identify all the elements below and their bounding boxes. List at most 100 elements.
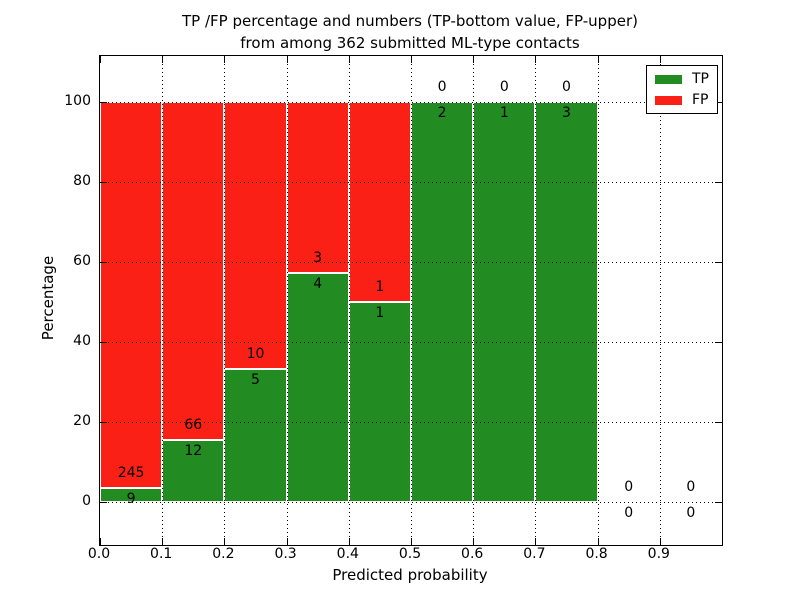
fp-count-label: 0 (499, 79, 509, 95)
y-tick-label: 20 (73, 413, 91, 429)
y-tick-mark (100, 102, 107, 103)
x-tick-label: 0.2 (212, 546, 235, 562)
fp-count-label: 0 (624, 479, 634, 495)
fp-count-label: 66 (184, 417, 203, 434)
x-tick-label: 0.0 (87, 546, 111, 562)
legend: TP FP (646, 65, 718, 114)
y-tick-mark (100, 422, 107, 423)
gridline-vertical (348, 56, 350, 545)
x-tick-label: 0.8 (585, 546, 608, 562)
tp-bar-segment (224, 368, 287, 502)
x-tick-mark-top (224, 56, 226, 63)
x-tick-mark-top (286, 56, 288, 63)
tp-count-label: 5 (251, 371, 260, 388)
tp-bar-segment (348, 302, 411, 502)
x-tick-mark (473, 538, 475, 545)
y-tick-mark-right (715, 102, 722, 103)
gridline-vertical (411, 56, 412, 545)
tp-count-label: 0 (624, 505, 634, 521)
x-tick-mark-top (597, 56, 599, 63)
x-tick-mark (286, 538, 288, 545)
y-tick-mark (100, 342, 107, 343)
fp-count-label: 0 (686, 479, 696, 495)
y-tick-mark (100, 182, 107, 183)
legend-swatch-tp (655, 74, 682, 84)
x-tick-mark-top (535, 56, 537, 63)
tp-count-label: 2 (437, 105, 447, 121)
x-tick-label: 0.9 (647, 546, 670, 562)
fp-bar-segment (162, 102, 225, 441)
fp-count-label: 0 (562, 79, 571, 95)
x-axis-label: Predicted probability (332, 566, 488, 584)
y-tick-mark-right (715, 422, 722, 423)
y-tick-mark-right (715, 262, 722, 263)
x-tick-mark (348, 538, 350, 545)
tp-count-label: 0 (686, 505, 696, 521)
legend-label-tp: TP (692, 71, 709, 87)
chart-title-line1: TP /FP percentage and numbers (TP-bottom… (182, 12, 638, 30)
x-tick-mark-top (473, 56, 475, 63)
tp-count-label: 12 (184, 443, 203, 460)
x-tick-mark (224, 538, 226, 545)
gridline-vertical (535, 56, 537, 545)
fp-count-label: 10 (246, 345, 265, 362)
gridline-vertical (597, 56, 599, 545)
y-tick-label: 0 (82, 493, 91, 509)
tp-bar-segment (162, 440, 225, 502)
x-tick-label: 0.5 (398, 546, 422, 562)
legend-label-fp: FP (692, 92, 709, 108)
x-tick-mark (597, 538, 599, 545)
tp-bar-segment (286, 273, 349, 502)
x-tick-mark (659, 538, 661, 545)
fp-count-label: 245 (117, 464, 145, 481)
x-tick-label: 0.1 (150, 546, 173, 562)
fp-bar-segment (348, 102, 411, 302)
x-tick-mark-top (659, 56, 661, 63)
legend-swatch-fp (655, 95, 682, 105)
x-tick-mark (100, 538, 101, 545)
y-tick-mark (100, 502, 107, 503)
y-tick-label: 100 (64, 93, 91, 109)
fp-count-label: 3 (313, 250, 323, 267)
fp-bar-segment (224, 102, 287, 369)
gridline-vertical (473, 56, 475, 545)
x-tick-label: 0.7 (523, 546, 546, 562)
x-tick-label: 0.4 (336, 546, 359, 562)
x-tick-mark-top (162, 56, 164, 63)
fp-count-label: 1 (375, 279, 385, 295)
chart-title-line2: from among 362 submitted ML-type contact… (240, 34, 580, 52)
tp-bar-segment (473, 102, 536, 502)
x-tick-label: 0.3 (274, 546, 297, 562)
x-tick-mark-top (100, 56, 101, 63)
gridline-vertical (659, 56, 661, 545)
plot-area: TP FP 245 9 66 12 10 5 3 4 1 1 0 2 0 1 0 3 0 0 0 0 (99, 55, 723, 546)
gridline-vertical (286, 56, 288, 545)
x-tick-mark-top (411, 56, 412, 63)
tp-count-label: 1 (375, 305, 385, 321)
tp-count-label: 3 (562, 105, 571, 121)
tp-count-label: 4 (313, 276, 323, 293)
fp-count-label: 0 (437, 79, 447, 95)
fp-bar-segment (100, 102, 163, 488)
gridline-vertical (224, 56, 226, 545)
x-tick-mark (411, 538, 412, 545)
y-tick-label: 80 (73, 173, 91, 189)
tp-count-label: 1 (499, 105, 509, 121)
y-tick-mark-right (715, 342, 722, 343)
y-tick-mark-right (715, 182, 722, 183)
legend-entry-fp: FP (647, 92, 717, 108)
fp-bar-segment (286, 102, 349, 274)
x-tick-label: 0.6 (461, 546, 484, 562)
y-tick-label: 60 (73, 253, 91, 269)
chart-title: TP /FP percentage and numbers (TP-bottom… (99, 10, 721, 54)
tp-bar-segment (411, 102, 474, 502)
x-tick-mark (162, 538, 164, 545)
tp-bar-segment (535, 102, 598, 502)
gridline-vertical (162, 56, 164, 545)
x-tick-mark-top (348, 56, 350, 63)
x-tick-mark (535, 538, 537, 545)
y-tick-mark-right (715, 502, 722, 503)
y-tick-label: 40 (73, 333, 91, 349)
legend-entry-tp: TP (647, 71, 717, 87)
